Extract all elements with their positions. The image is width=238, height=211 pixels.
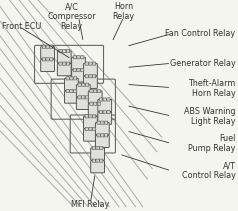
FancyBboxPatch shape [78,83,81,86]
FancyBboxPatch shape [41,59,55,72]
FancyBboxPatch shape [98,112,112,124]
FancyBboxPatch shape [74,77,77,80]
FancyBboxPatch shape [89,127,92,131]
FancyBboxPatch shape [57,64,71,76]
FancyBboxPatch shape [46,58,49,61]
FancyBboxPatch shape [42,58,45,61]
FancyBboxPatch shape [73,68,76,72]
FancyBboxPatch shape [90,89,93,93]
FancyBboxPatch shape [82,83,85,86]
FancyBboxPatch shape [89,115,92,118]
FancyBboxPatch shape [88,104,102,116]
FancyBboxPatch shape [84,129,97,141]
FancyBboxPatch shape [95,123,109,135]
FancyBboxPatch shape [100,159,103,162]
FancyBboxPatch shape [64,78,78,91]
FancyBboxPatch shape [66,77,69,80]
FancyBboxPatch shape [66,62,69,65]
FancyBboxPatch shape [77,68,80,72]
FancyBboxPatch shape [103,111,106,114]
Text: MFI Relay: MFI Relay [71,200,109,209]
FancyBboxPatch shape [76,85,90,97]
FancyBboxPatch shape [107,111,110,114]
Text: Horn
Relay: Horn Relay [113,2,135,21]
FancyBboxPatch shape [97,134,100,137]
FancyBboxPatch shape [84,116,97,128]
FancyBboxPatch shape [96,146,99,150]
FancyBboxPatch shape [89,75,92,78]
FancyBboxPatch shape [93,127,96,131]
FancyBboxPatch shape [91,161,104,173]
FancyBboxPatch shape [94,102,97,105]
FancyBboxPatch shape [85,62,88,65]
FancyBboxPatch shape [50,58,53,61]
FancyBboxPatch shape [41,47,55,59]
FancyBboxPatch shape [100,146,103,150]
FancyBboxPatch shape [103,98,106,101]
FancyBboxPatch shape [84,64,97,76]
Text: Front ECU: Front ECU [2,22,42,31]
FancyBboxPatch shape [64,91,78,103]
Text: A/C
Compressor
Relay: A/C Compressor Relay [47,2,96,31]
FancyBboxPatch shape [81,56,84,59]
FancyBboxPatch shape [92,146,95,150]
FancyBboxPatch shape [85,127,88,131]
FancyBboxPatch shape [93,115,96,118]
FancyBboxPatch shape [97,121,100,124]
FancyBboxPatch shape [74,89,77,93]
FancyBboxPatch shape [92,159,95,162]
FancyBboxPatch shape [88,91,102,103]
Text: ABS Warning
Light Relay: ABS Warning Light Relay [184,107,236,126]
FancyBboxPatch shape [104,134,108,137]
FancyBboxPatch shape [46,45,49,48]
Text: A/T
Control Relay: A/T Control Relay [182,161,236,180]
FancyBboxPatch shape [72,57,85,69]
FancyBboxPatch shape [93,75,96,78]
FancyBboxPatch shape [70,89,73,93]
FancyBboxPatch shape [96,159,99,162]
Text: Generator Relay: Generator Relay [170,59,236,68]
FancyBboxPatch shape [73,56,76,59]
FancyBboxPatch shape [99,111,103,114]
Text: Fan Control Relay: Fan Control Relay [165,29,236,38]
FancyBboxPatch shape [59,62,62,65]
FancyBboxPatch shape [84,76,97,88]
FancyBboxPatch shape [81,68,84,72]
FancyBboxPatch shape [63,62,66,65]
FancyBboxPatch shape [77,56,80,59]
FancyBboxPatch shape [99,98,103,101]
FancyBboxPatch shape [66,49,69,53]
FancyBboxPatch shape [72,70,85,82]
FancyBboxPatch shape [101,121,104,124]
FancyBboxPatch shape [90,102,93,105]
FancyBboxPatch shape [89,62,92,65]
FancyBboxPatch shape [95,135,109,147]
FancyBboxPatch shape [85,83,89,86]
FancyBboxPatch shape [78,96,81,99]
FancyBboxPatch shape [98,99,112,112]
FancyBboxPatch shape [70,77,73,80]
FancyBboxPatch shape [93,62,96,65]
FancyBboxPatch shape [97,89,100,93]
FancyBboxPatch shape [107,98,110,101]
FancyBboxPatch shape [94,89,97,93]
FancyBboxPatch shape [66,89,69,93]
FancyBboxPatch shape [63,49,66,53]
FancyBboxPatch shape [85,75,88,78]
Text: Theft-Alarm
Horn Relay: Theft-Alarm Horn Relay [188,79,236,98]
FancyBboxPatch shape [104,121,108,124]
FancyBboxPatch shape [97,102,100,105]
FancyBboxPatch shape [76,97,90,110]
FancyBboxPatch shape [82,96,85,99]
FancyBboxPatch shape [42,45,45,48]
Text: Fuel
Pump Relay: Fuel Pump Relay [188,134,236,153]
FancyBboxPatch shape [91,148,104,160]
FancyBboxPatch shape [59,49,62,53]
FancyBboxPatch shape [85,96,89,99]
FancyBboxPatch shape [57,51,71,63]
FancyBboxPatch shape [85,115,88,118]
FancyBboxPatch shape [50,45,53,48]
FancyBboxPatch shape [101,134,104,137]
